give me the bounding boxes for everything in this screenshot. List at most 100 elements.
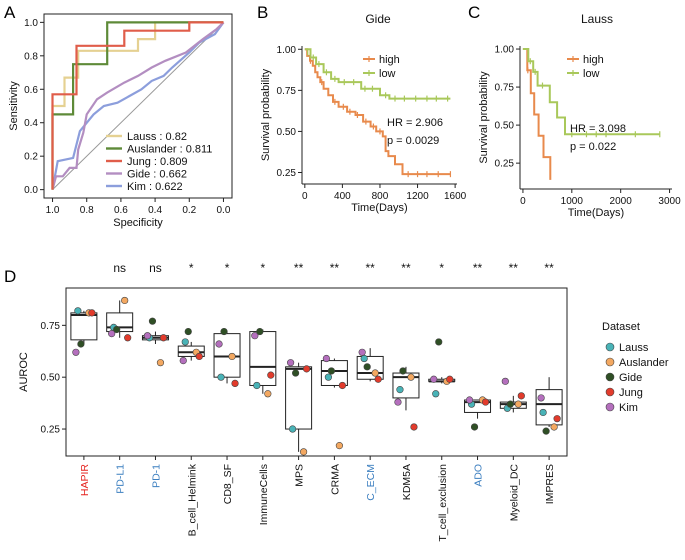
significance-label: ** — [509, 261, 519, 275]
significance-label: ** — [401, 261, 411, 275]
data-point-gide — [113, 325, 121, 334]
significance-label: ** — [366, 261, 376, 275]
data-point-auslander — [514, 400, 522, 408]
data-point-gide — [292, 369, 300, 377]
data-point-jung — [195, 352, 203, 361]
x-tick-label: HAPIR — [79, 464, 91, 497]
data-point-gide — [148, 317, 157, 325]
significance-label: * — [439, 261, 444, 275]
data-point-jung — [267, 371, 275, 379]
y-axis-label: Sensitivity — [8, 81, 20, 131]
x-tick-label: PD-1 — [150, 464, 162, 488]
data-point-auslander — [156, 359, 165, 367]
data-point-jung — [338, 381, 346, 390]
y-tick-label: 0.75 — [41, 321, 61, 332]
legend-label-lauss: Lauss — [619, 342, 649, 354]
x-tick-label: PD-L1 — [115, 464, 127, 494]
x-axis-label: Time(Days) — [351, 202, 407, 214]
legend-label-low: low — [379, 68, 396, 80]
data-point-gide — [184, 327, 192, 336]
significance-label: ** — [294, 261, 304, 275]
significance-label: ns — [113, 261, 126, 275]
roc-curve-kim — [51, 21, 225, 190]
x-axis-label: Time(Days) — [568, 207, 624, 219]
data-point-kim — [251, 332, 259, 340]
hazard-ratio-annotation: HR = 3.098 — [570, 123, 626, 135]
data-point-kim — [394, 398, 402, 406]
hazard-ratio-annotation: HR = 2.906 — [387, 117, 443, 129]
legend-swatch-kim — [605, 402, 615, 412]
legend-swatch-gide — [605, 372, 615, 382]
km-chart-lauss: Lauss 0 1000 2000 3000 0.25 0.50 0.75 1.00 Time(D… — [478, 12, 681, 219]
data-point-auslander — [300, 448, 308, 456]
data-point-kim — [143, 332, 152, 340]
km-curve-low — [304, 48, 451, 100]
km-curve-high — [522, 48, 552, 180]
roc-curve-lauss — [51, 21, 224, 190]
data-point-kim — [537, 394, 545, 402]
y-tick-label: 0.4 — [24, 118, 38, 129]
panel-letter-d: D — [4, 267, 16, 286]
significance-label: ** — [473, 261, 483, 275]
data-point-lauss — [432, 390, 440, 398]
panel-letter-c: C — [468, 3, 480, 22]
data-point-gide — [256, 327, 264, 336]
legend-label-jung: Jung : 0.809 — [127, 156, 188, 168]
data-point-kim — [287, 359, 295, 367]
x-tick-label: 0 — [520, 196, 526, 207]
data-point-lauss — [74, 307, 82, 315]
y-tick-label: 0.0 — [24, 185, 38, 196]
y-axis-label: Survival probability — [478, 71, 490, 164]
significance-label: * — [225, 261, 230, 275]
legend-title: Dataset — [602, 321, 640, 333]
x-tick-label: 800 — [372, 191, 389, 202]
box-hapir — [70, 312, 98, 341]
data-point-gide — [435, 338, 443, 346]
y-tick-label: 0.75 — [277, 86, 297, 97]
y-tick-label: 1.00 — [495, 45, 515, 56]
p-value-annotation: p = 0.022 — [570, 141, 616, 153]
data-point-auslander — [371, 369, 379, 377]
data-point-jung — [303, 365, 311, 373]
data-point-lauss — [360, 354, 368, 363]
legend-label-high: high — [379, 54, 400, 66]
data-point-gide — [470, 423, 479, 431]
x-tick-label: C_ECM — [365, 464, 377, 501]
data-point-kim — [72, 348, 80, 356]
data-point-auslander — [228, 352, 236, 361]
x-tick-label: CD8_SF — [222, 464, 234, 504]
roc-chart: 1.0 0.8 0.6 0.4 0.2 0.0 0.0 0.2 0.4 0.6 0.8 1.0 Spec… — [8, 13, 233, 229]
data-point-lauss — [181, 338, 189, 346]
data-point-jung — [124, 334, 132, 342]
data-point-gide — [542, 427, 550, 435]
significance-label: * — [260, 261, 265, 275]
y-tick-label: 1.0 — [24, 18, 38, 29]
data-point-kim — [215, 340, 223, 348]
x-tick-label: 0.4 — [148, 205, 162, 216]
x-tick-label: 2000 — [610, 196, 633, 207]
data-point-auslander — [264, 390, 272, 398]
y-tick-label: 0.50 — [495, 121, 515, 132]
data-point-jung — [410, 423, 418, 431]
data-point-kim — [430, 375, 438, 383]
legend-label-jung: Jung — [619, 387, 643, 399]
y-tick-label: 0.25 — [277, 168, 297, 179]
x-tick-label: 0 — [302, 191, 308, 202]
x-tick-label: IMPRES — [544, 464, 556, 504]
x-tick-label: ADO — [473, 464, 485, 487]
data-point-auslander — [335, 442, 343, 450]
data-point-jung — [374, 375, 382, 383]
data-point-jung — [517, 392, 525, 400]
x-axis-label: Specificity — [113, 217, 163, 229]
roc-plot-frame — [43, 13, 233, 199]
data-point-gide — [77, 340, 85, 348]
chart-title: Gide — [365, 12, 391, 26]
y-tick-label: 0.50 — [41, 373, 61, 384]
y-tick-label: 0.75 — [495, 83, 515, 94]
km-chart-gide: Gide 0 400 800 1200 1600 0.25 0.50 0.75 1.00 Time(… — [260, 12, 467, 214]
panel-letter-b: B — [257, 3, 268, 22]
x-tick-label: 1000 — [561, 196, 584, 207]
y-tick-label: 0.25 — [495, 159, 515, 170]
data-point-lauss — [217, 373, 225, 381]
